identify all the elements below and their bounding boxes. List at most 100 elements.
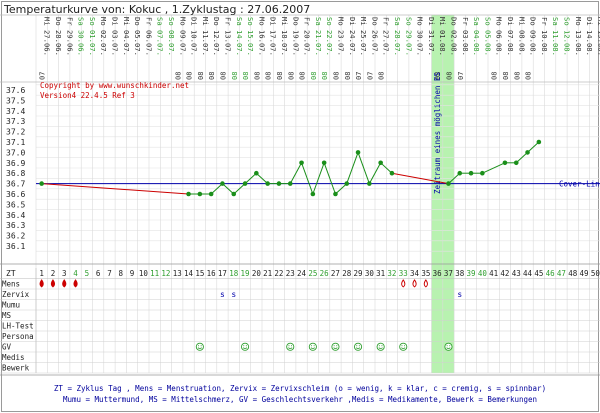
y-tick-label: 37.4 xyxy=(6,107,25,116)
series-segment xyxy=(41,183,189,195)
temperature-point xyxy=(321,160,327,166)
zt-day-number: 19 xyxy=(241,269,250,278)
zt-day-number: 8 xyxy=(118,269,123,278)
time-label: 08 xyxy=(378,72,386,80)
date-label: Sa 14.07. xyxy=(235,17,244,56)
zt-day-number: 44 xyxy=(523,269,533,278)
zt-day-number: 42 xyxy=(500,269,509,278)
zt-day-number: 24 xyxy=(297,269,307,278)
zt-day-number: 46 xyxy=(546,269,556,278)
date-label: Mo 23.07. xyxy=(336,17,345,56)
row-label: Zervix xyxy=(2,290,30,299)
date-label: So 29.07. xyxy=(404,17,413,56)
smiley-icon xyxy=(399,342,408,351)
zt-day-number: 34 xyxy=(410,269,420,278)
row-label: GV xyxy=(2,343,12,352)
zt-day-number: 13 xyxy=(173,269,182,278)
date-label: Do 05.07. xyxy=(133,17,142,56)
series-segment xyxy=(515,152,528,164)
series-segment xyxy=(391,172,449,185)
time-label: 07 xyxy=(366,72,374,80)
temperature-point xyxy=(333,191,338,197)
temperature-point xyxy=(536,139,542,145)
series-segment xyxy=(335,183,348,195)
date-label: Di 07.08. xyxy=(506,17,515,56)
time-label: 08 xyxy=(434,72,442,80)
y-tick-label: 37.5 xyxy=(6,96,25,105)
series-segment xyxy=(312,162,325,195)
zt-day-number: 31 xyxy=(376,269,385,278)
zt-day-number: 49 xyxy=(580,269,589,278)
date-label: Mi 25.07. xyxy=(359,17,368,56)
temperature-point xyxy=(468,170,474,176)
temperature-point xyxy=(525,150,530,155)
temperature-point xyxy=(389,170,395,176)
date-label: Mi 08.08. xyxy=(517,17,526,56)
zt-day-number: 35 xyxy=(421,269,430,278)
zt-day-number: 37 xyxy=(444,269,453,278)
zt-day-number: 9 xyxy=(130,269,135,278)
date-label: Fr 20.07. xyxy=(303,17,312,56)
smiley-icon xyxy=(286,342,295,351)
smiley-icon xyxy=(444,342,453,351)
temperature-point xyxy=(39,181,44,186)
temperature-point xyxy=(254,170,259,176)
temperature-point xyxy=(208,191,214,197)
series-segment xyxy=(256,172,268,184)
temperature-point xyxy=(231,191,237,197)
zt-day-number: 2 xyxy=(51,269,56,278)
zt-day-number: 22 xyxy=(274,269,283,278)
row-label: MS xyxy=(2,311,12,320)
zt-day-number: 18 xyxy=(229,269,239,278)
menstruation-drop-icon xyxy=(62,279,67,288)
date-label: Fr 06.07. xyxy=(144,17,153,56)
temperature-point xyxy=(446,181,451,186)
date-label: Mo 09.07. xyxy=(178,17,187,56)
y-tick-label: 37.0 xyxy=(6,148,25,157)
zt-day-number: 17 xyxy=(218,269,227,278)
row-label: LH-Test xyxy=(2,322,34,331)
date-label: Di 03.07. xyxy=(110,17,119,56)
zt-day-number: 32 xyxy=(387,269,396,278)
cervix-mark: s xyxy=(220,290,225,299)
smiley-icon xyxy=(376,342,385,351)
y-tick-label: 36.5 xyxy=(6,200,25,209)
zt-day-number: 40 xyxy=(478,269,488,278)
time-label: 08 xyxy=(242,72,250,80)
date-label: Mi 15.08. xyxy=(596,17,600,56)
date-label: Mi 11.07. xyxy=(201,17,210,56)
zt-day-number: 29 xyxy=(354,269,363,278)
date-label: Fr 13.07. xyxy=(223,17,232,56)
time-label: 08 xyxy=(197,72,205,80)
date-label: Mo 30.07. xyxy=(416,17,425,56)
temperature-point xyxy=(378,160,383,166)
series-segment xyxy=(222,183,235,195)
date-label: Do 02.08. xyxy=(449,17,458,56)
smiley-icon xyxy=(195,342,204,351)
cervix-mark: s xyxy=(457,290,462,299)
temperature-point xyxy=(197,191,203,197)
time-label: 08 xyxy=(219,72,227,80)
zt-day-number: 27 xyxy=(331,269,340,278)
series-segment xyxy=(323,162,336,195)
zt-day-number: 12 xyxy=(161,269,170,278)
y-tick-label: 36.2 xyxy=(6,232,25,241)
date-label: Sa 28.07. xyxy=(393,17,402,56)
date-label: Fr 27.07. xyxy=(382,17,391,56)
temperature-point xyxy=(344,181,350,186)
series-segment xyxy=(448,172,461,184)
zt-day-number: 43 xyxy=(512,269,521,278)
zt-day-number: 26 xyxy=(320,269,330,278)
date-label: Di 17.07. xyxy=(269,17,278,56)
date-label: Mo 06.08. xyxy=(495,17,504,56)
time-label: 08 xyxy=(525,72,533,80)
temperature-point xyxy=(310,191,316,197)
series-segment xyxy=(346,152,359,184)
zt-day-number: 36 xyxy=(433,269,443,278)
zt-day-number: 10 xyxy=(139,269,149,278)
date-label: Mo 02.07. xyxy=(99,17,108,56)
zt-day-number: 3 xyxy=(62,269,67,278)
date-label: Fr 10.08. xyxy=(540,17,549,56)
zt-day-number: 41 xyxy=(489,269,498,278)
date-label: So 05.08. xyxy=(483,17,492,56)
